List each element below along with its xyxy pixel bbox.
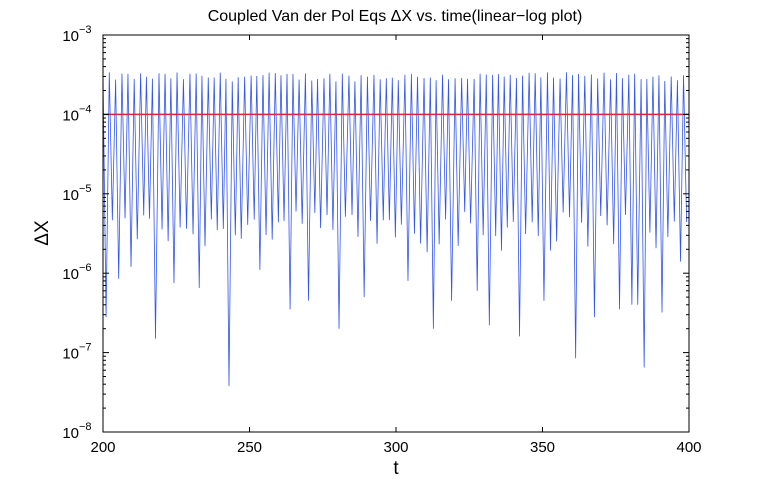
y-tick-label: 10 — [62, 187, 79, 204]
plot-frame — [102, 34, 690, 433]
y-tick-exponent: −6 — [79, 262, 92, 274]
x-tick-label: 250 — [237, 439, 262, 456]
y-axis-label: ΔX — [32, 220, 53, 246]
y-tick-exponent: −3 — [79, 24, 92, 36]
x-tick-label: 400 — [676, 439, 701, 456]
y-tick-label: 10 — [62, 107, 79, 124]
x-axis-label: t — [393, 458, 399, 479]
delta-x-series-line — [103, 72, 687, 386]
y-tick-label: 10 — [62, 425, 79, 442]
y-tick-exponent: −5 — [79, 183, 92, 195]
x-tick-label: 350 — [530, 439, 555, 456]
x-tick-label: 200 — [90, 439, 115, 456]
y-tick-exponent: −7 — [79, 342, 92, 354]
y-tick-exponent: −8 — [79, 421, 92, 433]
y-tick-label: 10 — [62, 266, 79, 283]
y-tick-label: 10 — [62, 346, 79, 363]
y-tick-exponent: −4 — [79, 103, 92, 115]
y-tick-label: 10 — [62, 28, 79, 45]
x-tick-label: 300 — [383, 439, 408, 456]
chart-title: Coupled Van der Pol Eqs ΔX vs. time(line… — [208, 8, 583, 25]
